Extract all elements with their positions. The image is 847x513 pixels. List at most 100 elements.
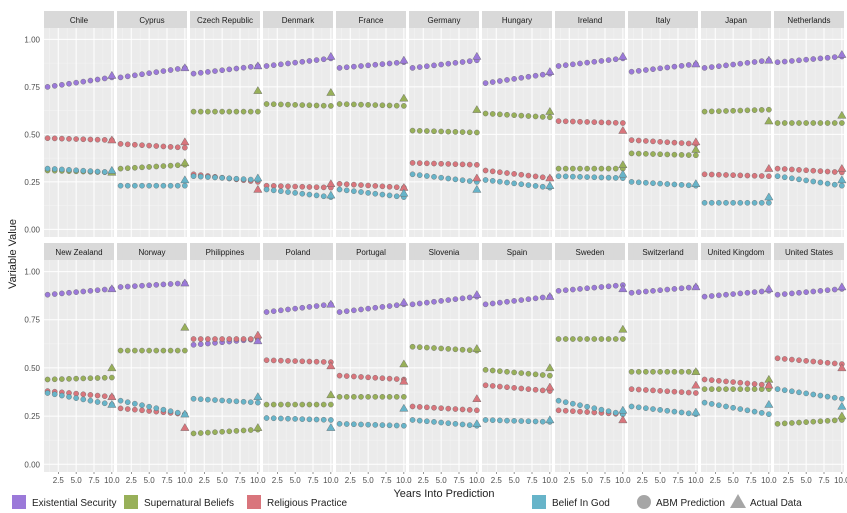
abm-prediction-point: [518, 370, 525, 376]
abm-prediction-point: [80, 375, 87, 382]
abm-prediction-point: [730, 172, 736, 178]
abm-prediction-point: [87, 392, 94, 398]
abm-prediction-point: [59, 135, 65, 142]
abm-prediction-point: [219, 67, 225, 74]
abm-prediction-point: [591, 284, 598, 291]
x-tick-label: 7.5: [161, 476, 173, 485]
abm-prediction-point: [233, 336, 240, 342]
abm-prediction-point: [839, 182, 845, 189]
abm-prediction-point: [299, 190, 306, 197]
abm-prediction-point: [233, 398, 240, 405]
abm-prediction-point: [51, 391, 58, 398]
abm-prediction-point: [379, 61, 386, 67]
facet-title: Portugal: [356, 248, 386, 257]
abm-prediction-point: [598, 174, 605, 181]
facet-strip: [774, 243, 844, 260]
x-tick-label: 5.0: [655, 476, 667, 485]
abm-prediction-point: [497, 169, 503, 175]
abm-prediction-point: [612, 119, 619, 126]
actual-data-point: [472, 290, 482, 298]
abm-prediction-point: [570, 118, 576, 125]
facet-title: Germany: [428, 16, 461, 25]
abm-prediction-point: [270, 415, 277, 422]
abm-prediction-point: [219, 397, 225, 404]
abm-prediction-point: [803, 358, 809, 364]
facet-panel: Ireland: [555, 11, 628, 237]
abm-prediction-point: [174, 347, 181, 354]
abm-prediction-point: [73, 136, 79, 142]
abm-prediction-point: [781, 291, 788, 297]
abm-prediction-point: [182, 182, 188, 189]
abm-prediction-point: [278, 61, 284, 68]
legend-swatch: [247, 495, 261, 509]
abm-prediction-point: [424, 160, 430, 167]
abm-prediction-point: [306, 416, 313, 423]
abm-prediction-point: [409, 343, 416, 350]
abm-prediction-point: [730, 379, 736, 385]
actual-data-point: [326, 299, 336, 308]
abm-prediction-point: [532, 183, 539, 189]
abm-prediction-point: [299, 183, 306, 190]
abm-prediction-point: [285, 306, 291, 313]
abm-prediction-point: [190, 173, 197, 179]
abm-prediction-point: [59, 290, 65, 297]
abm-prediction-point: [190, 341, 197, 348]
abm-prediction-point: [824, 287, 831, 293]
abm-prediction-point: [328, 417, 334, 423]
abm-prediction-point: [643, 138, 649, 144]
abm-prediction-point: [167, 162, 174, 169]
abm-prediction-point: [708, 293, 715, 299]
abm-prediction-point: [320, 302, 327, 308]
abm-prediction-point: [758, 381, 765, 388]
abm-prediction-point: [219, 175, 225, 181]
abm-prediction-point: [233, 108, 240, 115]
abm-prediction-point: [570, 286, 576, 293]
abm-prediction-point: [671, 181, 678, 188]
actual-data-point: [545, 173, 555, 182]
abm-prediction-point: [817, 418, 824, 425]
abm-prediction-point: [139, 407, 145, 414]
abm-prediction-point: [459, 129, 466, 135]
actual-data-point: [618, 126, 628, 134]
abm-prediction-point: [139, 282, 145, 289]
abm-prediction-point: [504, 298, 510, 305]
abm-prediction-point: [73, 395, 79, 401]
abm-prediction-point: [167, 182, 174, 189]
abm-prediction-point: [723, 199, 729, 206]
abm-prediction-point: [101, 137, 108, 143]
y-tick-label: 0.75: [24, 83, 40, 92]
actual-data-point: [472, 394, 482, 402]
y-tick-label: 0.25: [24, 178, 40, 187]
abm-prediction-point: [285, 60, 291, 67]
abm-prediction-point: [393, 184, 400, 190]
abm-prediction-point: [497, 417, 503, 424]
actual-data-point: [326, 423, 336, 431]
abm-prediction-point: [139, 164, 145, 171]
abm-prediction-point: [737, 386, 744, 392]
abm-prediction-point: [570, 61, 576, 68]
abm-prediction-point: [263, 401, 270, 408]
panel-background: [409, 260, 479, 472]
abm-prediction-point: [416, 128, 423, 134]
facet-title: Switzerland: [642, 248, 683, 257]
abm-prediction-point: [393, 102, 400, 109]
abm-prediction-point: [781, 387, 788, 393]
facet-panel: Hungary: [482, 11, 555, 237]
legend-label: Actual Data: [750, 498, 802, 509]
actual-data-point: [764, 164, 774, 172]
panel-background: [190, 28, 260, 237]
abm-prediction-point: [132, 164, 138, 171]
abm-prediction-point: [320, 102, 327, 109]
abm-prediction-point: [313, 358, 320, 365]
abm-prediction-point: [44, 165, 51, 172]
abm-prediction-point: [117, 74, 124, 81]
abm-prediction-point: [758, 199, 765, 206]
abm-prediction-point: [678, 152, 685, 158]
abm-prediction-point: [80, 288, 87, 295]
abm-prediction-point: [401, 422, 407, 429]
x-tick-label: 2.5: [272, 476, 284, 485]
abm-prediction-point: [343, 64, 350, 71]
abm-prediction-point: [716, 199, 722, 206]
actual-data-point: [326, 361, 336, 370]
actual-data-point: [764, 380, 774, 389]
